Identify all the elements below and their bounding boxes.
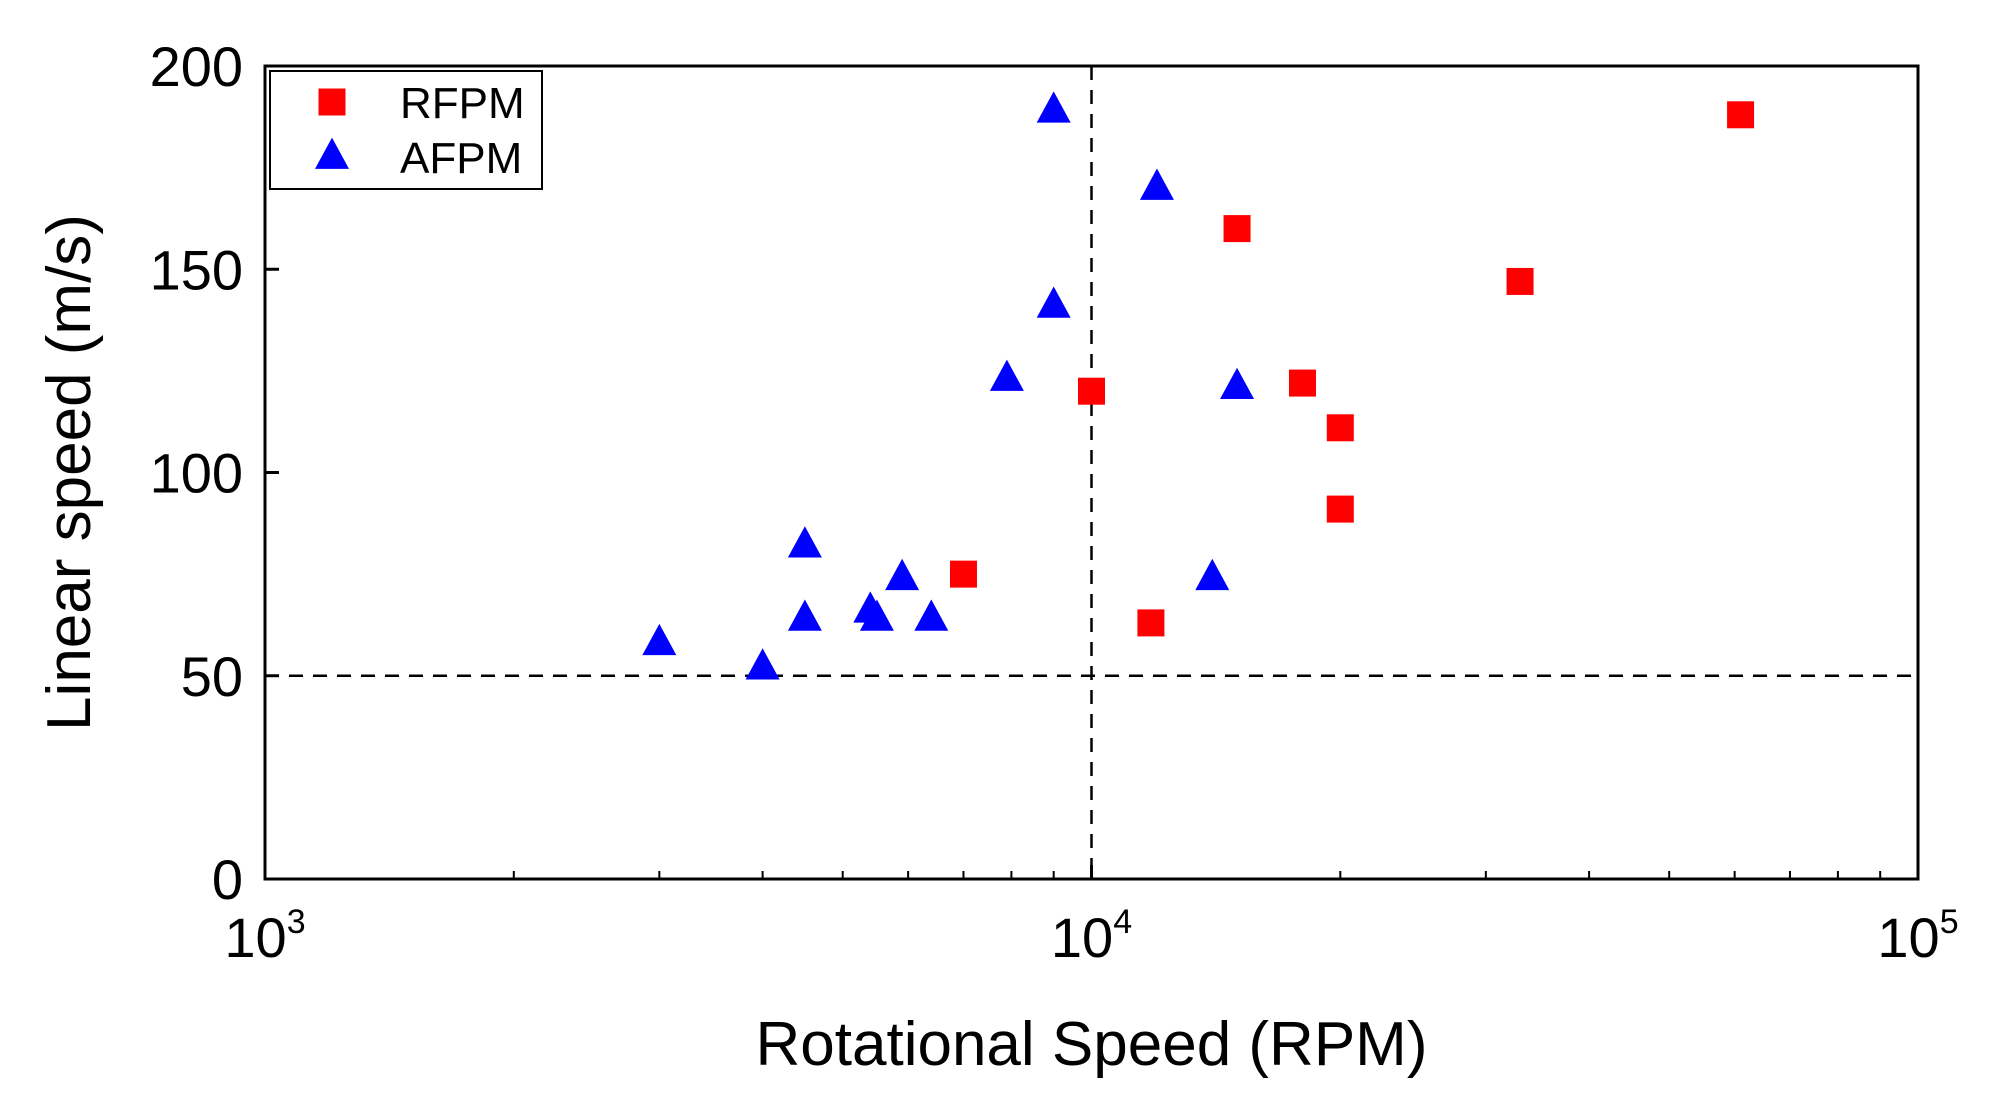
data-point-afpm	[787, 599, 822, 631]
x-tick-base: 10	[1877, 906, 1939, 969]
x-tick-label: 105	[1877, 903, 1958, 969]
data-point-afpm	[914, 599, 949, 631]
x-tick-label: 104	[1051, 903, 1132, 969]
data-point-rfpm	[1727, 101, 1755, 129]
y-tick-label: 100	[150, 442, 243, 505]
y-tick-label: 150	[150, 238, 243, 301]
data-point-rfpm	[1078, 377, 1105, 405]
data-point-rfpm	[1326, 414, 1354, 442]
data-point-afpm	[885, 558, 920, 591]
data-point-afpm	[787, 526, 822, 558]
y-axis: 0 50 100 150 200	[150, 35, 279, 911]
data-point-afpm	[1036, 286, 1071, 318]
data-point-rfpm	[1137, 609, 1165, 637]
data-point-afpm	[1195, 558, 1230, 591]
y-tick-label: 0	[212, 848, 243, 911]
x-tick-base: 10	[1051, 906, 1113, 969]
legend-label: AFPM	[400, 134, 522, 183]
legend-label: RFPM	[400, 79, 525, 128]
reference-lines	[265, 66, 1918, 879]
legend-marker-rfpm	[318, 88, 346, 116]
data-point-afpm	[1220, 367, 1255, 400]
legend-box	[269, 70, 543, 190]
x-tick-base: 10	[224, 906, 286, 969]
x-tick-exponent: 5	[1940, 903, 1959, 941]
x-tick-label: 103	[224, 903, 305, 969]
data-markers	[642, 91, 1755, 680]
x-axis: 103 104 105	[224, 865, 1959, 969]
series-rfpm	[949, 101, 1755, 637]
y-tick-label: 50	[181, 645, 243, 708]
data-point-rfpm	[1288, 369, 1316, 397]
data-point-rfpm	[1506, 267, 1534, 295]
x-tick-exponent: 4	[1113, 903, 1132, 941]
data-point-afpm	[642, 623, 677, 656]
legend-marker-afpm	[315, 137, 349, 169]
data-point-afpm	[1139, 168, 1174, 200]
data-point-afpm	[859, 599, 894, 631]
series-afpm	[642, 91, 1255, 680]
x-axis-title: Rotational Speed (RPM)	[756, 1010, 1428, 1079]
y-tick-label: 200	[150, 35, 243, 98]
data-point-rfpm	[949, 560, 977, 588]
data-point-afpm	[745, 648, 780, 680]
data-point-afpm	[989, 359, 1024, 391]
data-point-afpm	[1036, 91, 1071, 123]
data-point-rfpm	[1223, 215, 1251, 243]
y-axis-title: Linear speed (m/s)	[35, 214, 104, 731]
data-point-rfpm	[1326, 495, 1354, 523]
x-tick-exponent: 3	[287, 903, 306, 941]
legend: RFPM AFPM	[269, 70, 543, 190]
